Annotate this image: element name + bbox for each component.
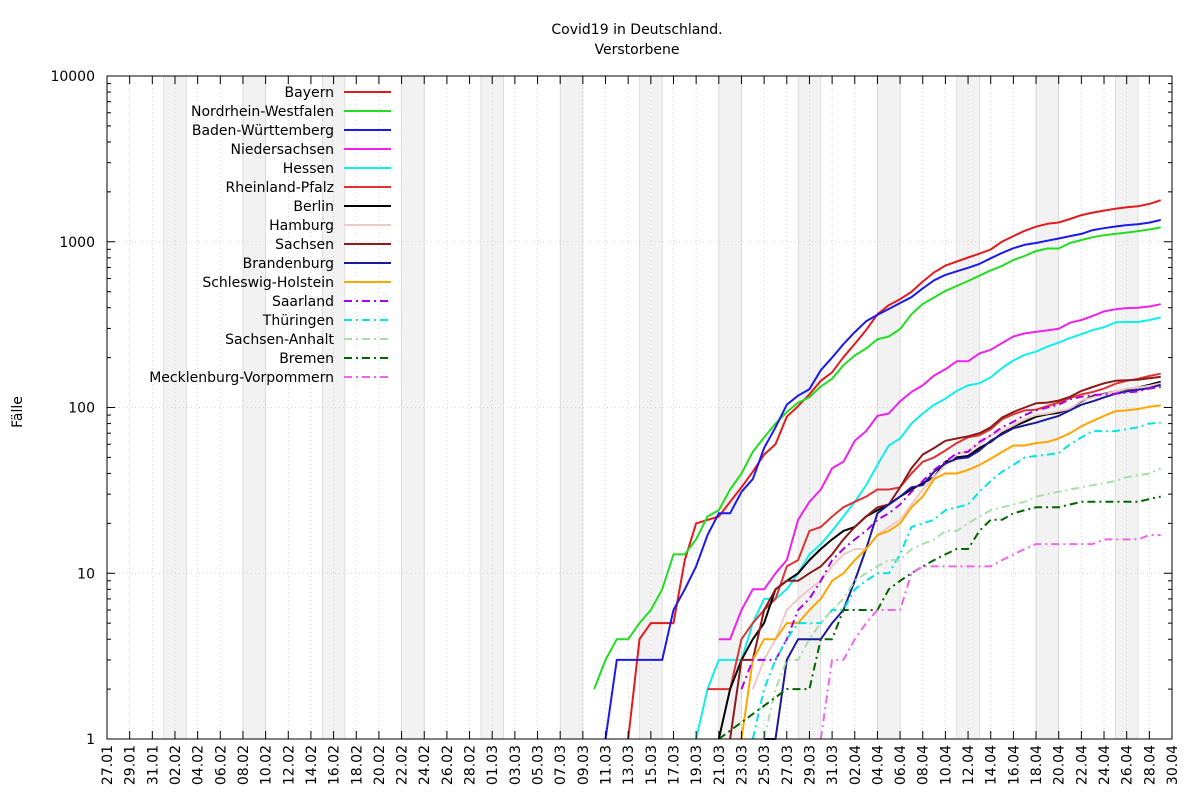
- x-tick-label: 24.04: [1097, 745, 1113, 785]
- weekend-band: [480, 75, 504, 740]
- x-tick-label: 31.03: [825, 745, 841, 785]
- y-axis-label: Fälle: [10, 396, 26, 428]
- x-tick-label: 03.03: [508, 745, 524, 785]
- y-tick-label: 10000: [50, 69, 95, 85]
- x-tick-label: 14.04: [984, 745, 1000, 785]
- x-tick-label: 22.04: [1074, 745, 1090, 785]
- x-tick-label: 25.03: [757, 745, 773, 785]
- x-tick-label: 10.02: [259, 745, 275, 785]
- x-tick-label: 08.04: [916, 745, 932, 785]
- x-tick-label: 21.03: [712, 745, 728, 785]
- y-tick-label: 1: [86, 732, 95, 748]
- x-tick-label: 07.03: [553, 745, 569, 785]
- legend-label: Brandenburg: [243, 256, 334, 272]
- legend-label: Baden-Württemberg: [192, 123, 334, 139]
- legend-label: Nordrhein-Westfalen: [191, 104, 334, 120]
- x-tick-label: 10.04: [938, 745, 954, 785]
- x-tick-label: 28.02: [463, 745, 479, 785]
- chart-title: Covid19 in Deutschland.: [551, 22, 722, 38]
- chart-subtitle: Verstorbene: [595, 42, 680, 58]
- legend-label: Mecklenburg-Vorpommern: [149, 370, 334, 386]
- x-tick-label: 18.02: [349, 745, 365, 785]
- legend-label: Bremen: [279, 351, 334, 367]
- legend-label: Sachsen: [275, 237, 334, 253]
- x-tick-label: 29.01: [123, 745, 139, 785]
- x-tick-label: 16.04: [1006, 745, 1022, 785]
- legend-label: Saarland: [272, 294, 334, 310]
- series-line: [763, 467, 1162, 740]
- x-tick-label: 13.03: [621, 745, 637, 785]
- series-line: [593, 226, 1161, 690]
- x-tick-label: 06.02: [213, 745, 229, 785]
- x-tick-label: 02.04: [848, 745, 864, 785]
- series-line: [707, 372, 1161, 691]
- x-tick-label: 12.02: [281, 745, 297, 785]
- x-tick-label: 18.04: [1029, 745, 1045, 785]
- x-tick-label: 30.04: [1165, 745, 1181, 785]
- x-tick-label: 20.02: [372, 745, 388, 785]
- x-tick-label: 16.02: [327, 745, 343, 785]
- x-tick-label: 22.02: [395, 745, 411, 785]
- legend-label: Thüringen: [262, 313, 334, 329]
- x-tick-label: 20.04: [1052, 745, 1068, 785]
- x-tick-label: 05.03: [531, 745, 547, 785]
- x-tick-label: 29.03: [802, 745, 818, 785]
- weekend-band: [242, 75, 266, 740]
- y-tick-label: 1000: [59, 235, 95, 251]
- x-tick-label: 12.04: [961, 745, 977, 785]
- series-layer: [593, 199, 1162, 740]
- series-line: [751, 421, 1161, 740]
- y-tick-label: 10: [77, 566, 95, 582]
- legend-label: Hamburg: [269, 218, 334, 234]
- x-tick-label: 15.03: [644, 745, 660, 785]
- legend-label: Niedersachsen: [231, 142, 334, 158]
- weekend-band: [1115, 75, 1139, 740]
- x-tick-label: 27.03: [780, 745, 796, 785]
- series-line: [695, 316, 1161, 740]
- x-tick-label: 08.02: [236, 745, 252, 785]
- series-line: [718, 495, 1161, 740]
- legend-label: Rheinland-Pfalz: [226, 180, 334, 196]
- series-line: [718, 303, 1161, 641]
- weekend-band: [877, 75, 901, 740]
- x-tick-label: 24.02: [417, 745, 433, 785]
- series-line: [604, 219, 1161, 740]
- x-tick-label: 14.02: [304, 745, 320, 785]
- legend: Bayern Nordrhein-Westfalen Baden-Württembe…: [149, 85, 391, 386]
- series-line: [740, 404, 1161, 740]
- x-tick-label: 31.01: [145, 745, 161, 785]
- series-line: [627, 199, 1162, 740]
- legend-label: Bayern: [285, 85, 334, 101]
- x-tick-label: 04.04: [870, 745, 886, 785]
- x-tick-label: 28.04: [1142, 745, 1158, 785]
- x-tick-label: 17.03: [666, 745, 682, 785]
- x-tick-label: 11.03: [599, 745, 615, 785]
- weekend-band: [401, 75, 425, 740]
- x-tick-label: 19.03: [689, 745, 705, 785]
- series-line: [740, 386, 1161, 690]
- x-tick-label: 06.04: [893, 745, 909, 785]
- x-tick-label: 23.03: [734, 745, 750, 785]
- tick-labels: 1 10 100 1000 10000 27.01 29.01 31.01 02.02 04.02…: [50, 69, 1181, 785]
- legend-label: Berlin: [293, 199, 334, 215]
- x-tick-label: 02.02: [168, 745, 184, 785]
- series-line: [819, 534, 1161, 740]
- x-tick-label: 01.03: [485, 745, 501, 785]
- series-line: [764, 383, 1161, 740]
- x-tick-label: 04.02: [191, 745, 207, 785]
- x-tick-label: 09.03: [576, 745, 592, 785]
- weekend-band: [639, 75, 663, 740]
- series-line: [729, 375, 1161, 740]
- x-tick-label: 26.04: [1120, 745, 1136, 785]
- legend-label: Hessen: [283, 161, 334, 177]
- x-tick-label: 26.02: [440, 745, 456, 785]
- legend-label: Schleswig-Holstein: [202, 275, 334, 291]
- y-tick-label: 100: [68, 401, 95, 417]
- x-tick-label: 27.01: [100, 745, 116, 785]
- legend-label: Sachsen-Anhalt: [225, 332, 334, 348]
